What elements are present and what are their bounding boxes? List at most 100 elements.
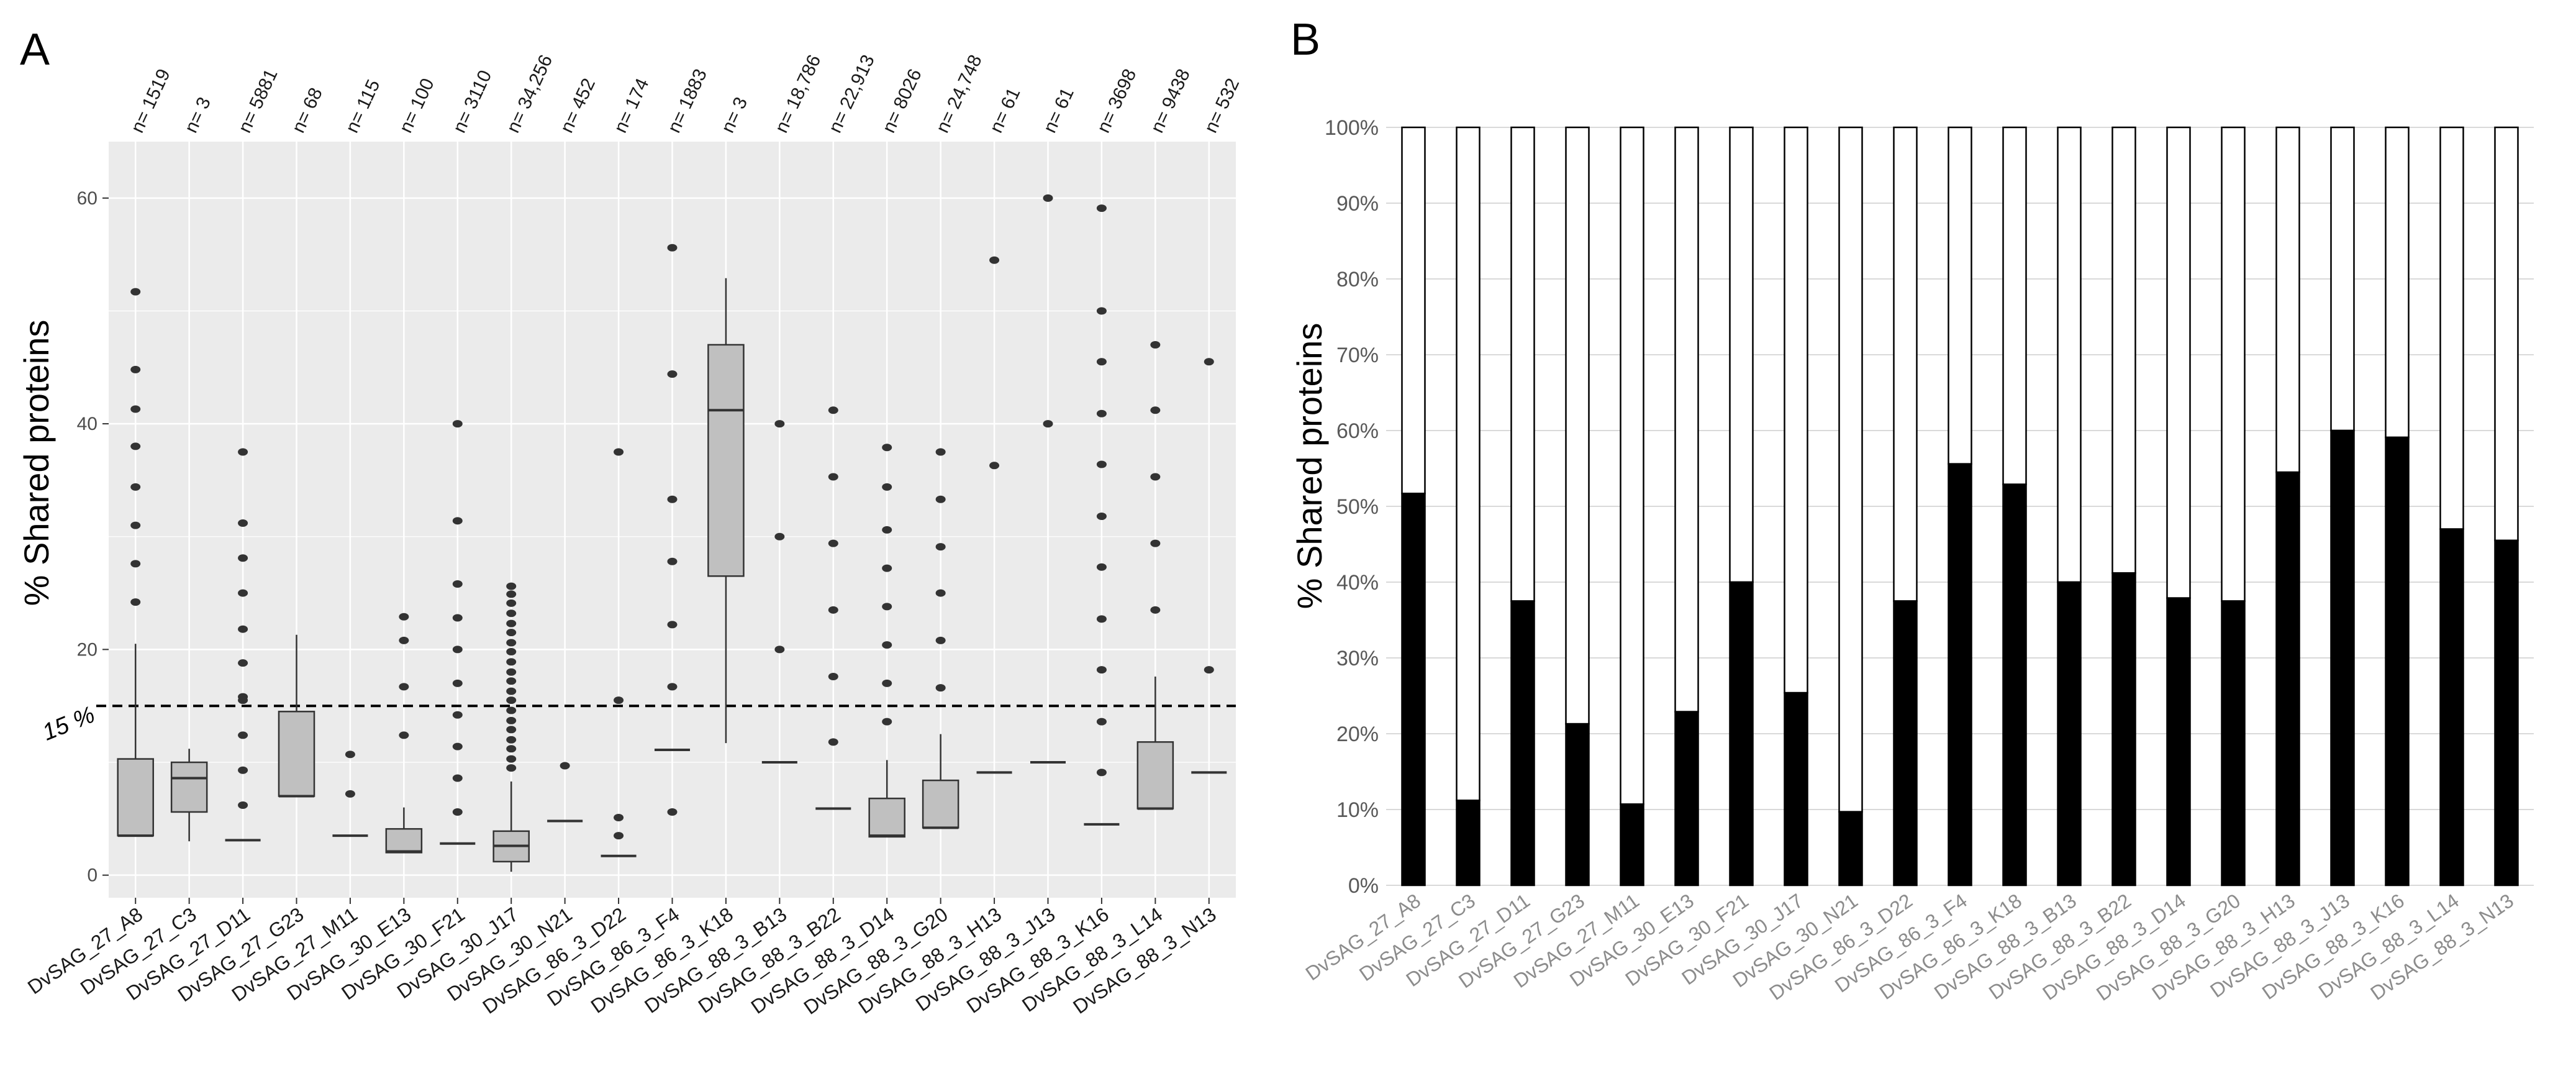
outlier-point [345, 750, 355, 759]
outlier-point [667, 244, 678, 252]
outlier-point [828, 672, 838, 680]
bar-remainder [1784, 126, 1808, 694]
outlier-point [345, 790, 355, 798]
y-tick-label: 80% [1336, 268, 1379, 291]
outlier-point [935, 495, 946, 503]
bar-remainder [2275, 126, 2300, 473]
outlier-point [882, 641, 892, 649]
sample-size-label: n= 3698 [1093, 66, 1140, 136]
outlier-point [667, 557, 678, 565]
bar-group [2111, 126, 2136, 887]
outlier-point [614, 696, 624, 705]
box-group [1084, 204, 1120, 826]
outlier-point [452, 580, 463, 588]
outlier-point [399, 636, 409, 644]
bar-group [1620, 126, 1644, 887]
box-iqr [707, 344, 745, 577]
box-iqr [868, 797, 905, 838]
outlier-point [1096, 307, 1107, 315]
outlier-point [614, 448, 624, 456]
bar-shared [2166, 597, 2191, 887]
outlier-point [506, 639, 517, 647]
box-group [1030, 194, 1066, 764]
bar-shared [1838, 811, 1863, 887]
outlier-point [506, 658, 517, 666]
y-tick-label: 60% [1336, 419, 1379, 443]
outlier-point [130, 560, 141, 568]
box-iqr [1136, 741, 1174, 810]
bar-group [2494, 126, 2519, 887]
outlier-point [130, 365, 141, 373]
outlier-point [614, 814, 624, 822]
stacked-bar-panel: 0% 10% 20% 30% 40% 50% 60% 70% 80% 90% 100% DvSAG_… [1290, 116, 2534, 1005]
outlier-point [828, 606, 838, 614]
outlier-point [935, 448, 946, 456]
sample-size-label: n= 3 [717, 94, 751, 136]
outlier-point [935, 636, 946, 644]
y-tick-label: 0% [1348, 874, 1379, 898]
bar-remainder [2111, 126, 2136, 574]
y-tick-label: 20% [1336, 723, 1379, 746]
bar-shared [2385, 436, 2410, 887]
y-tick-label: 20 [77, 639, 98, 660]
sample-size-label: n= 18,786 [771, 52, 825, 136]
outlier-point [882, 444, 892, 452]
sample-size-label: n= 22,913 [825, 52, 879, 136]
outlier-point [130, 483, 141, 491]
outlier-point [130, 405, 141, 413]
bar-shared [2330, 429, 2355, 887]
bar-shared [1729, 581, 1754, 887]
bar-group [1729, 126, 1754, 887]
outlier-point [882, 603, 892, 611]
outlier-point [1150, 406, 1161, 414]
outlier-point [399, 613, 409, 621]
bar-shared [2439, 528, 2464, 887]
outlier-point [506, 582, 517, 590]
outlier-point [452, 614, 463, 622]
bar-group [2002, 126, 2027, 887]
y-tick-label: 40% [1336, 571, 1379, 595]
outlier-point [935, 684, 946, 692]
box-group [225, 448, 261, 842]
bar-remainder [1729, 126, 1754, 583]
outlier-point [1043, 194, 1053, 202]
outlier-point [130, 288, 141, 296]
outlier-point [238, 554, 248, 562]
sample-size-label: n= 68 [288, 84, 327, 136]
outlier-point [452, 742, 463, 750]
sample-size-label: n= 452 [556, 75, 599, 136]
bar-remainder [1948, 126, 1972, 465]
outlier-point [452, 517, 463, 525]
y-axis-ticks: 0 20 40 60 [77, 188, 109, 886]
bar-group [2330, 126, 2355, 887]
outlier-point [774, 420, 785, 428]
outlier-point [506, 590, 517, 598]
outlier-point [1096, 769, 1107, 777]
reference-line-label: 15 % [39, 701, 98, 746]
outlier-point [506, 745, 517, 753]
outlier-point [506, 609, 517, 618]
outlier-point [506, 619, 517, 627]
outlier-point [506, 648, 517, 656]
outlier-point [667, 621, 678, 629]
outlier-point [882, 679, 892, 687]
bar-remainder [2057, 126, 2082, 583]
outlier-point [399, 683, 409, 691]
box-iqr [170, 761, 208, 813]
bar-group [1565, 126, 1590, 887]
outlier-point [130, 442, 141, 450]
outlier-point [1204, 358, 1214, 366]
outlier-point [452, 420, 463, 428]
outlier-point [452, 808, 463, 816]
y-tick-label: 60 [77, 188, 98, 209]
sample-size-label: n= 34,256 [503, 52, 557, 136]
box-group [440, 420, 476, 845]
bar-remainder [1401, 126, 1426, 495]
bar-group [2166, 126, 2191, 887]
bar-remainder [1838, 126, 1863, 813]
box-group [922, 448, 959, 829]
bar-shared [2002, 483, 2027, 887]
bar-shared [2111, 572, 2136, 887]
bar-remainder [1510, 126, 1535, 602]
bar-group [2385, 126, 2410, 887]
